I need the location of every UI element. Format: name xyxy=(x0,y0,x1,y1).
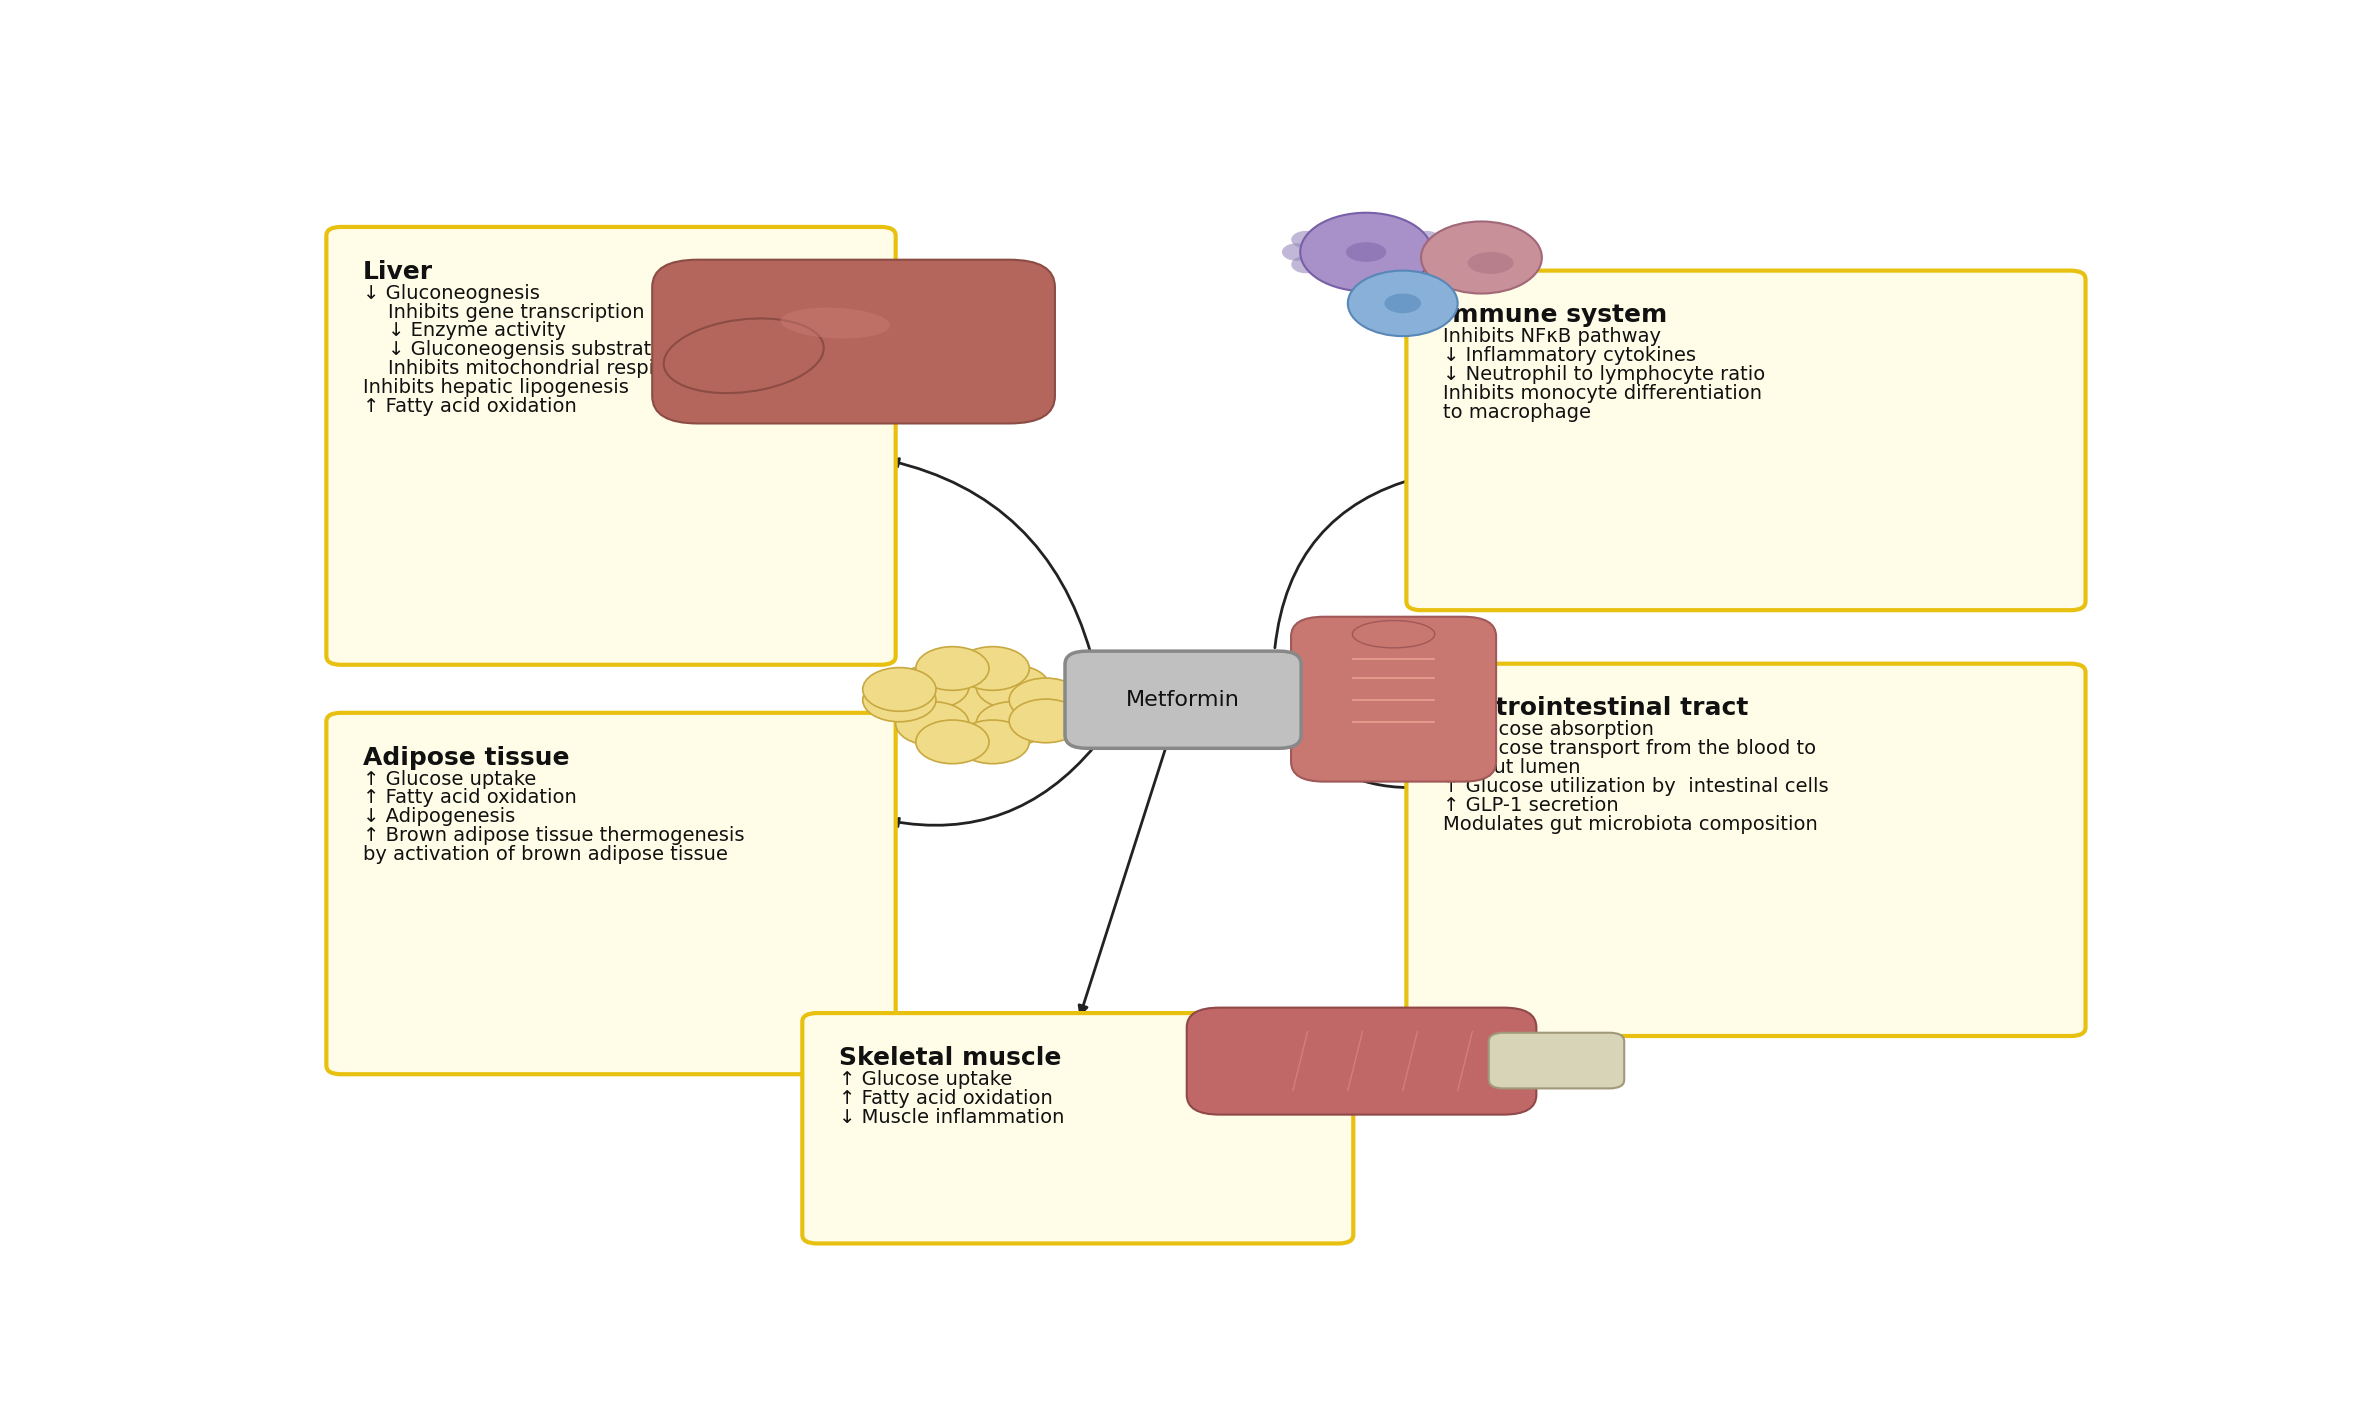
Text: Inhibits hepatic lipogenesis: Inhibits hepatic lipogenesis xyxy=(364,379,628,397)
Text: ↓ Inflammatory cytokines: ↓ Inflammatory cytokines xyxy=(1443,346,1696,366)
Ellipse shape xyxy=(879,298,1030,360)
Text: the gut lumen: the gut lumen xyxy=(1443,759,1580,777)
Text: Adipose tissue: Adipose tissue xyxy=(364,746,569,770)
Circle shape xyxy=(895,665,968,709)
Ellipse shape xyxy=(1283,244,1311,261)
Text: ↓ Gluconeognesis: ↓ Gluconeognesis xyxy=(364,284,541,302)
FancyBboxPatch shape xyxy=(1186,1008,1535,1115)
Text: Immune system: Immune system xyxy=(1443,303,1668,328)
Text: Inhibits monocyte differentiation: Inhibits monocyte differentiation xyxy=(1443,384,1762,403)
Text: ↑ Fatty acid oxidation: ↑ Fatty acid oxidation xyxy=(364,788,576,807)
Circle shape xyxy=(1009,678,1082,722)
Text: Skeletal muscle: Skeletal muscle xyxy=(839,1046,1061,1069)
Text: ↑ Glucose uptake: ↑ Glucose uptake xyxy=(364,770,536,788)
Ellipse shape xyxy=(1412,231,1441,248)
Circle shape xyxy=(957,720,1030,764)
Ellipse shape xyxy=(1351,218,1382,235)
FancyBboxPatch shape xyxy=(326,227,895,665)
Circle shape xyxy=(1009,699,1082,743)
Text: ↓ Enzyme activity: ↓ Enzyme activity xyxy=(364,322,567,340)
FancyBboxPatch shape xyxy=(326,713,895,1075)
Ellipse shape xyxy=(1412,255,1441,274)
Text: ↑ Glucose transport from the blood to: ↑ Glucose transport from the blood to xyxy=(1443,739,1816,759)
Ellipse shape xyxy=(1422,244,1450,261)
Text: ↓ Adipogenesis: ↓ Adipogenesis xyxy=(364,807,515,827)
Ellipse shape xyxy=(1386,221,1415,240)
Circle shape xyxy=(976,665,1049,709)
Text: ↓ Gluconeogensis substrates: ↓ Gluconeogensis substrates xyxy=(364,340,673,359)
FancyBboxPatch shape xyxy=(1292,617,1495,781)
Circle shape xyxy=(895,702,968,746)
Circle shape xyxy=(1299,213,1431,291)
Ellipse shape xyxy=(1292,255,1320,274)
Ellipse shape xyxy=(1353,621,1434,648)
Text: ↓ Muscle inflammation: ↓ Muscle inflammation xyxy=(839,1107,1065,1127)
Circle shape xyxy=(1422,221,1542,294)
Text: ↑ Glucose uptake: ↑ Glucose uptake xyxy=(839,1069,1013,1089)
Circle shape xyxy=(1349,271,1457,336)
Ellipse shape xyxy=(1384,294,1422,313)
Circle shape xyxy=(862,678,935,722)
Circle shape xyxy=(957,647,1030,691)
Text: ↑ Fatty acid oxidation: ↑ Fatty acid oxidation xyxy=(839,1089,1053,1107)
Text: to macrophage: to macrophage xyxy=(1443,403,1592,423)
Ellipse shape xyxy=(1346,242,1386,262)
Text: Inhibits NFκB pathway: Inhibits NFκB pathway xyxy=(1443,328,1660,346)
Text: ↑ Brown adipose tissue thermogenesis: ↑ Brown adipose tissue thermogenesis xyxy=(364,827,744,845)
Text: ↓ Glucose absorption: ↓ Glucose absorption xyxy=(1443,720,1653,739)
Ellipse shape xyxy=(1467,252,1514,274)
Circle shape xyxy=(935,683,1009,727)
FancyBboxPatch shape xyxy=(1488,1032,1625,1089)
Circle shape xyxy=(976,702,1049,746)
FancyBboxPatch shape xyxy=(652,259,1056,424)
FancyBboxPatch shape xyxy=(1405,664,2086,1037)
Text: Modulates gut microbiota composition: Modulates gut microbiota composition xyxy=(1443,815,1819,834)
Ellipse shape xyxy=(664,319,824,393)
Ellipse shape xyxy=(779,308,890,339)
Ellipse shape xyxy=(1386,265,1415,282)
Ellipse shape xyxy=(1292,231,1320,248)
Text: ↓ Neutrophil to lymphocyte ratio: ↓ Neutrophil to lymphocyte ratio xyxy=(1443,366,1764,384)
Ellipse shape xyxy=(1316,265,1346,282)
Ellipse shape xyxy=(1316,221,1346,240)
FancyBboxPatch shape xyxy=(803,1012,1353,1244)
Text: Metformin: Metformin xyxy=(1127,689,1240,710)
Text: Inhibits mitochondrial respiratory chain: Inhibits mitochondrial respiratory chain xyxy=(364,359,772,379)
FancyBboxPatch shape xyxy=(1405,271,2086,610)
Text: Gastrointestinal tract: Gastrointestinal tract xyxy=(1443,696,1748,720)
Text: ↑ Glucose utilization by  intestinal cells: ↑ Glucose utilization by intestinal cell… xyxy=(1443,777,1828,795)
Ellipse shape xyxy=(1351,268,1382,285)
Circle shape xyxy=(916,720,990,764)
Text: Inhibits gene transcription: Inhibits gene transcription xyxy=(364,302,645,322)
Text: ↑ Fatty acid oxidation: ↑ Fatty acid oxidation xyxy=(364,397,576,415)
Circle shape xyxy=(862,668,935,712)
Text: ↑ GLP-1 secretion: ↑ GLP-1 secretion xyxy=(1443,795,1618,815)
Text: by activation of brown adipose tissue: by activation of brown adipose tissue xyxy=(364,845,727,864)
FancyBboxPatch shape xyxy=(1065,651,1301,749)
Circle shape xyxy=(916,647,990,691)
Text: Liver: Liver xyxy=(364,259,432,284)
